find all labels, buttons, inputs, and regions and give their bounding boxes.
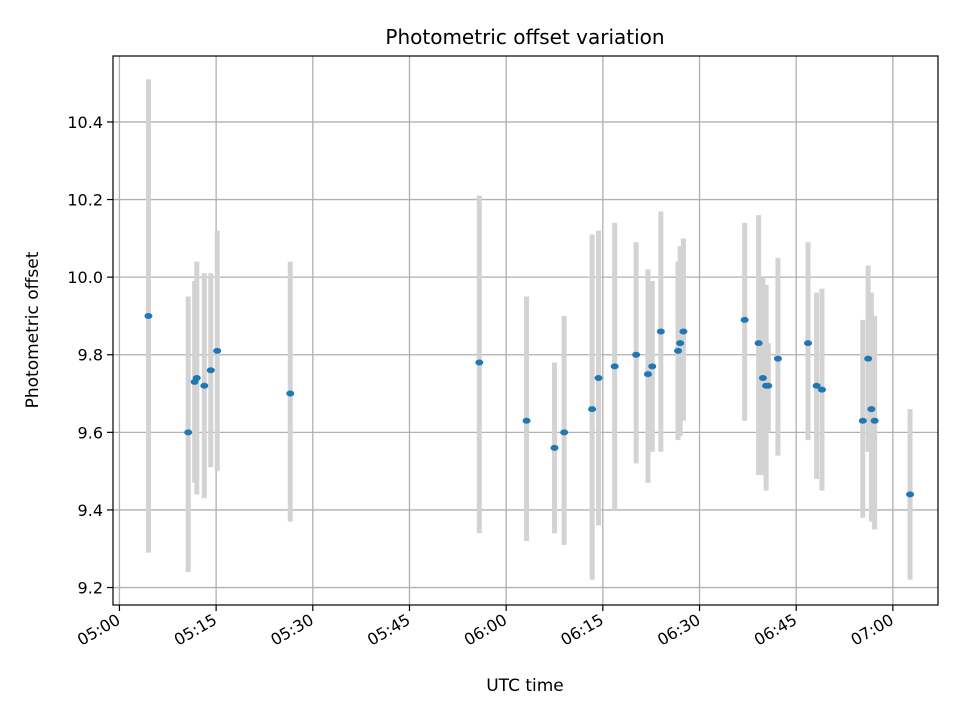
plot-frame <box>112 55 939 606</box>
y-tick-label: 9.8 <box>78 346 103 365</box>
data-point <box>864 355 873 362</box>
data-point <box>522 417 531 424</box>
chart-title: Photometric offset variation <box>385 25 664 49</box>
data-point <box>754 340 763 347</box>
x-axis-title: UTC time <box>486 676 564 696</box>
data-point <box>867 406 876 413</box>
data-point <box>648 363 657 370</box>
data-point <box>740 316 749 323</box>
data-point <box>676 340 685 347</box>
data-point <box>184 429 193 436</box>
y-axis-title: Photometric offset <box>23 251 43 408</box>
data-point <box>656 328 665 335</box>
y-tick-label: 10.4 <box>67 113 103 132</box>
y-tick-label: 10.2 <box>67 191 103 210</box>
y-axis-ticks: 9.2 9.4 9.6 9.8 10.0 10.2 10.4 <box>67 113 113 598</box>
data-point <box>192 375 201 382</box>
data-point <box>206 367 215 374</box>
data-point <box>773 355 782 362</box>
y-tick-label: 10.0 <box>67 268 103 287</box>
data-point <box>906 491 915 498</box>
data-point <box>643 371 652 378</box>
data-point <box>812 382 821 389</box>
data-points <box>144 312 915 498</box>
data-point <box>200 382 209 389</box>
data-point <box>610 363 619 370</box>
data-point <box>213 347 222 354</box>
data-point <box>817 386 826 393</box>
data-point <box>475 359 484 366</box>
data-point <box>858 417 867 424</box>
data-point <box>758 375 767 382</box>
data-point <box>594 375 603 382</box>
data-point <box>632 351 641 358</box>
y-tick-label: 9.4 <box>78 501 103 520</box>
data-point <box>804 340 813 347</box>
data-point <box>679 328 688 335</box>
data-point <box>560 429 569 436</box>
data-point <box>674 347 683 354</box>
data-point <box>870 417 879 424</box>
data-point <box>588 406 597 413</box>
y-tick-label: 9.6 <box>78 423 103 442</box>
data-point <box>144 312 153 319</box>
y-tick-label: 9.2 <box>78 579 103 598</box>
data-point <box>550 444 559 451</box>
data-point <box>764 382 773 389</box>
data-point <box>286 390 295 397</box>
